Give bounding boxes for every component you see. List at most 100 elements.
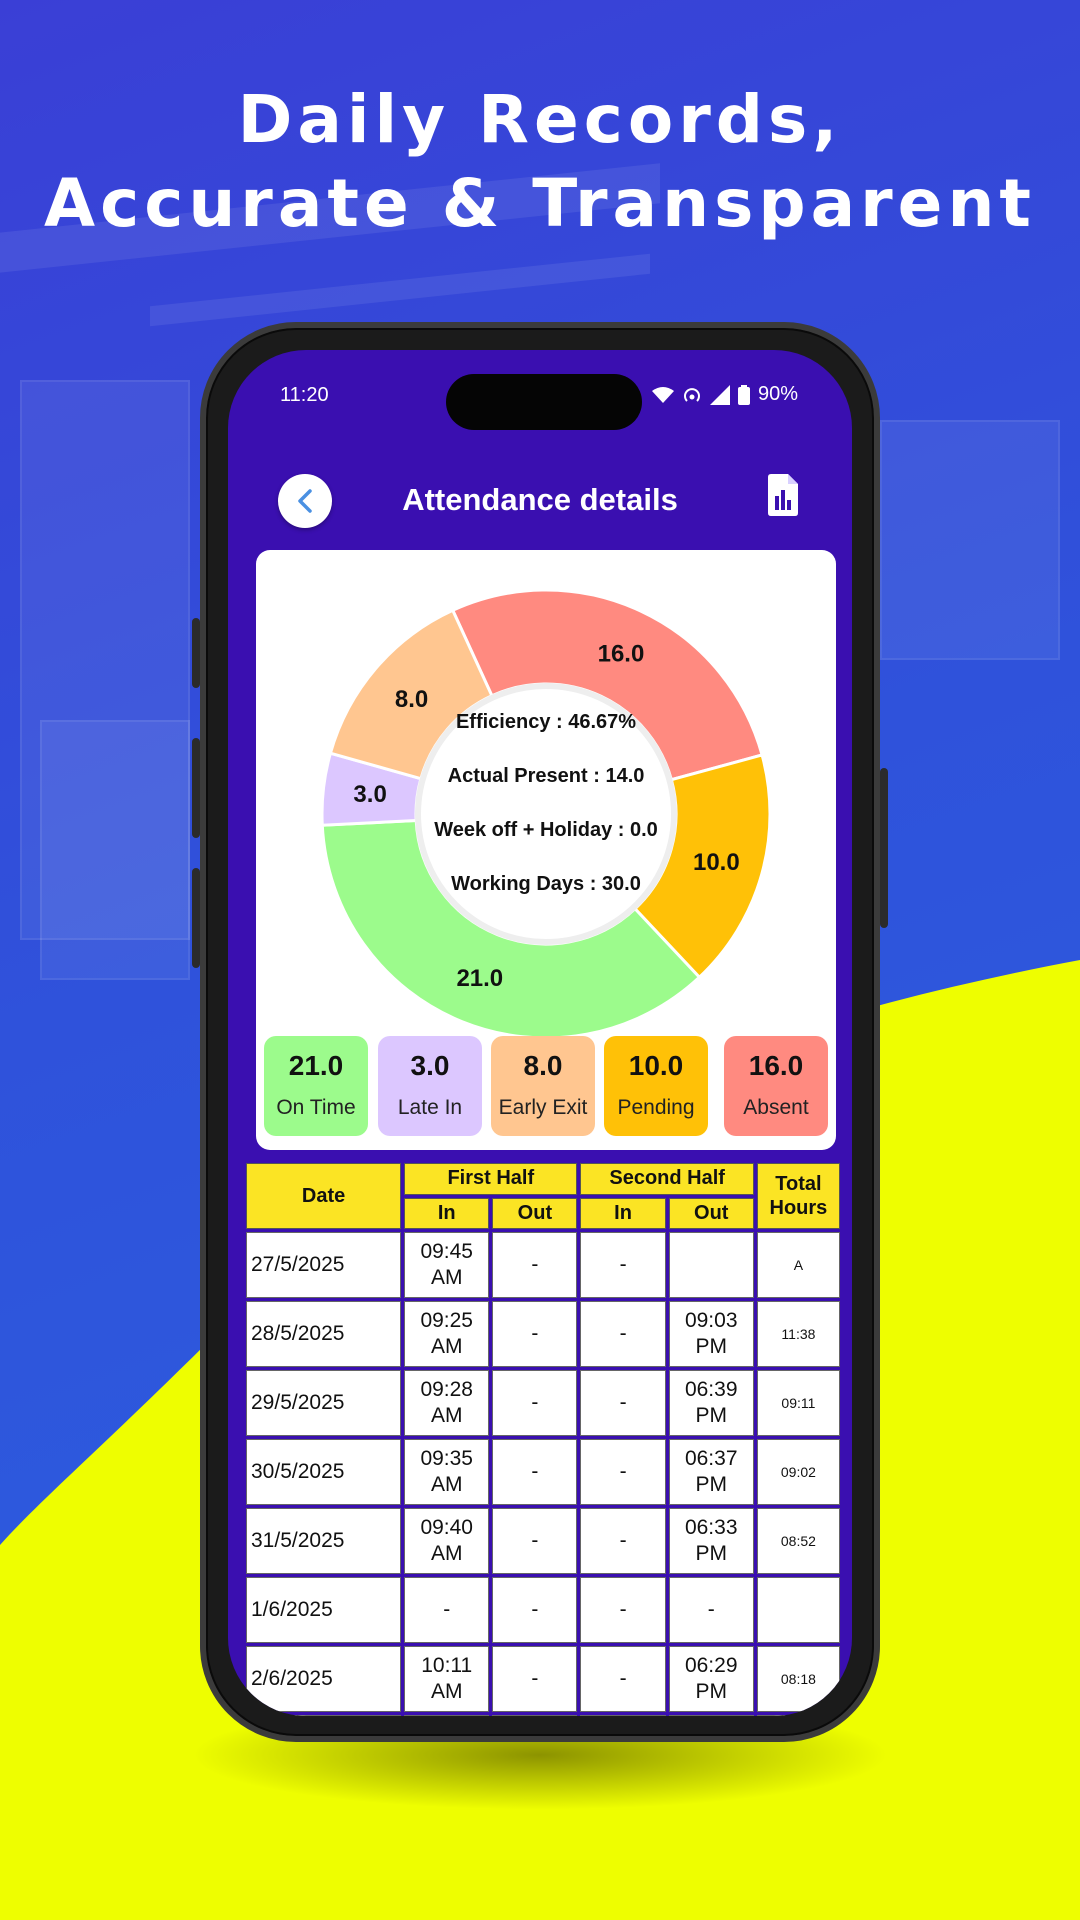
cell-total: 11:38 [756, 1301, 840, 1367]
stat-row: 21.0 On Time 3.0 Late In 8.0 Early Exit … [264, 1036, 828, 1136]
cell-date: 2/6/2025 [246, 1646, 402, 1712]
cell-date: 1/6/2025 [246, 1577, 402, 1643]
cell-date: 29/5/2025 [246, 1370, 402, 1436]
volume-down-button [192, 868, 200, 968]
cell-fh-out [492, 1715, 578, 1716]
cell-sh-in: - [580, 1577, 666, 1643]
cell-sh-in [580, 1715, 666, 1716]
status-icons: 90% [651, 383, 798, 406]
headline-line-1: Daily Records, [237, 81, 843, 158]
cell-total: A [756, 1232, 840, 1298]
stat-absent[interactable]: 16.0 Absent [724, 1036, 828, 1136]
signal-icon [709, 384, 730, 405]
cell-fh-out: - [492, 1508, 578, 1574]
report-button[interactable] [768, 474, 798, 521]
cell-sh-out [668, 1232, 754, 1298]
donut-label-absent: 16.0 [598, 641, 645, 668]
cell-sh-out: 06:37 PM [668, 1439, 754, 1505]
stat-value: 8.0 [523, 1050, 563, 1081]
status-time: 11:20 [280, 384, 329, 406]
cell-sh-out: 06:33 PM [668, 1508, 754, 1574]
cell-date: 31/5/2025 [246, 1508, 402, 1574]
cell-date: 28/5/2025 [246, 1301, 402, 1367]
battery-icon [737, 384, 750, 405]
chevron-left-icon [298, 489, 312, 513]
table-row: 27/5/2025 09:45 AM - - A [246, 1232, 840, 1298]
dynamic-island [446, 374, 642, 430]
cell-sh-out: 06:39 PM [668, 1370, 754, 1436]
stat-label: On Time [276, 1096, 356, 1119]
table-row: 09:44 05:11 [246, 1715, 840, 1716]
app-bar: Attendance details [228, 460, 852, 540]
cell-total: 09:02 [756, 1439, 840, 1505]
table-row: 31/5/2025 09:40 AM - -06:33 PM 08:52 [246, 1508, 840, 1574]
page-title: Attendance details [402, 482, 678, 517]
cell-fh-in: 09:44 [404, 1715, 490, 1716]
table-row: 29/5/2025 09:28 AM - -06:39 PM 09:11 [246, 1370, 840, 1436]
report-chart-icon [768, 474, 798, 516]
cell-fh-in: 09:28 AM [404, 1370, 490, 1436]
battery-percent: 90% [757, 383, 798, 405]
stat-label: Absent [743, 1096, 809, 1119]
headline: Daily Records, Accurate & Transparent [0, 78, 1080, 246]
cell-date: 27/5/2025 [246, 1232, 402, 1298]
cell-fh-in: 09:35 AM [404, 1439, 490, 1505]
cell-date [246, 1715, 402, 1716]
header-first-in: In [404, 1197, 490, 1229]
stat-value: 10.0 [628, 1050, 684, 1081]
cell-fh-in: 09:40 AM [404, 1508, 490, 1574]
table-row: 30/5/2025 09:35 AM - -06:37 PM 09:02 [246, 1439, 840, 1505]
cell-fh-in: 09:25 AM [404, 1301, 490, 1367]
phone-side-button [192, 618, 200, 688]
weekoff-holiday-text: Week off + Holiday : 0.0 [434, 819, 658, 841]
cell-total [756, 1577, 840, 1643]
stat-value: 16.0 [748, 1050, 804, 1081]
cell-date: 30/5/2025 [246, 1439, 402, 1505]
status-bar: 11:20 90% [228, 350, 852, 410]
cell-total [756, 1715, 840, 1716]
back-button[interactable] [278, 474, 332, 528]
cell-fh-in: - [404, 1577, 490, 1643]
cell-fh-out: - [492, 1646, 578, 1712]
cell-total: 09:11 [756, 1370, 840, 1436]
cell-fh-in: 09:45 AM [404, 1232, 490, 1298]
cell-sh-in: - [580, 1370, 666, 1436]
header-date: Date [246, 1163, 402, 1229]
summary-card: 16.0 10.0 21.0 3.0 8.0 Efficiency : 46.67% A… [256, 550, 836, 1150]
donut-label-early-exit: 8.0 [395, 686, 428, 713]
cell-fh-out: - [492, 1301, 578, 1367]
table-row: 1/6/2025- - - - [246, 1577, 840, 1643]
attendance-table-container[interactable]: Date First Half Second Half Total Hours … [246, 1160, 842, 1716]
header-second-in: In [580, 1197, 666, 1229]
cell-sh-in: - [580, 1232, 666, 1298]
donut-center-summary: Efficiency : 46.67% Actual Present : 14.… [386, 695, 706, 911]
cell-total: 08:18 [756, 1646, 840, 1712]
cell-sh-out: 06:29 PM [668, 1646, 754, 1712]
table-row: 2/6/2025 10:11 AM - -06:29 PM 08:18 [246, 1646, 840, 1712]
phone-frame: 11:20 90% Attendance details [192, 322, 888, 1742]
phone-screen: 11:20 90% Attendance details [228, 350, 852, 1716]
cell-sh-out: 05:11 [668, 1715, 754, 1716]
stat-early-exit[interactable]: 8.0 Early Exit [491, 1036, 595, 1136]
attendance-donut-chart: 16.0 10.0 21.0 3.0 8.0 [320, 588, 772, 1040]
working-days-text: Working Days : 30.0 [451, 873, 641, 895]
table-row: 28/5/2025 09:25 AM - -09:03 PM 11:38 [246, 1301, 840, 1367]
stat-label: Late In [397, 1096, 463, 1119]
actual-present-text: Actual Present : 14.0 [447, 765, 645, 787]
stat-on-time[interactable]: 21.0 On Time [264, 1036, 368, 1136]
efficiency-text: Efficiency : 46.67% [455, 711, 637, 733]
cell-fh-out: - [492, 1439, 578, 1505]
donut-label-pending: 10.0 [693, 849, 740, 876]
header-second-half: Second Half [580, 1163, 754, 1195]
cell-fh-out: - [492, 1577, 578, 1643]
power-button [880, 768, 888, 928]
donut-label-on-time: 21.0 [456, 965, 503, 992]
wifi-icon [651, 386, 674, 403]
header-first-out: Out [492, 1197, 578, 1229]
headline-line-2: Accurate & Transparent [44, 165, 1036, 242]
stat-value: 3.0 [410, 1050, 450, 1081]
stat-pending[interactable]: 10.0 Pending [604, 1036, 708, 1136]
volume-up-button [192, 738, 200, 838]
stat-late-in[interactable]: 3.0 Late In [378, 1036, 482, 1136]
